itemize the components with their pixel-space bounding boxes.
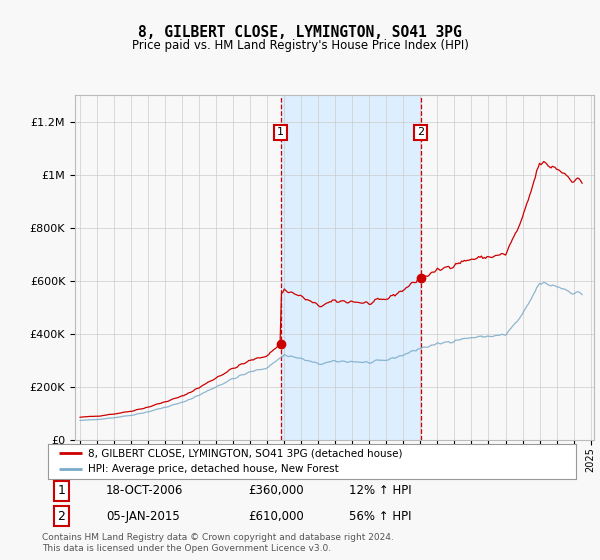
Text: Contains HM Land Registry data © Crown copyright and database right 2024.
This d: Contains HM Land Registry data © Crown c… bbox=[42, 533, 394, 553]
Text: 8, GILBERT CLOSE, LYMINGTON, SO41 3PG: 8, GILBERT CLOSE, LYMINGTON, SO41 3PG bbox=[138, 25, 462, 40]
Text: 56% ↑ HPI: 56% ↑ HPI bbox=[349, 510, 412, 523]
Text: 05-JAN-2015: 05-JAN-2015 bbox=[106, 510, 180, 523]
Text: 12% ↑ HPI: 12% ↑ HPI bbox=[349, 484, 412, 497]
Bar bbox=[281, 95, 421, 440]
Text: 2: 2 bbox=[417, 127, 424, 137]
Text: £610,000: £610,000 bbox=[248, 510, 304, 523]
Text: £360,000: £360,000 bbox=[248, 484, 304, 497]
Text: 1: 1 bbox=[57, 484, 65, 497]
Text: 2: 2 bbox=[57, 510, 65, 523]
Text: 1: 1 bbox=[277, 127, 284, 137]
Text: HPI: Average price, detached house, New Forest: HPI: Average price, detached house, New … bbox=[88, 464, 338, 474]
Text: Price paid vs. HM Land Registry's House Price Index (HPI): Price paid vs. HM Land Registry's House … bbox=[131, 39, 469, 53]
Text: 8, GILBERT CLOSE, LYMINGTON, SO41 3PG (detached house): 8, GILBERT CLOSE, LYMINGTON, SO41 3PG (d… bbox=[88, 449, 402, 459]
Text: 18-OCT-2006: 18-OCT-2006 bbox=[106, 484, 184, 497]
